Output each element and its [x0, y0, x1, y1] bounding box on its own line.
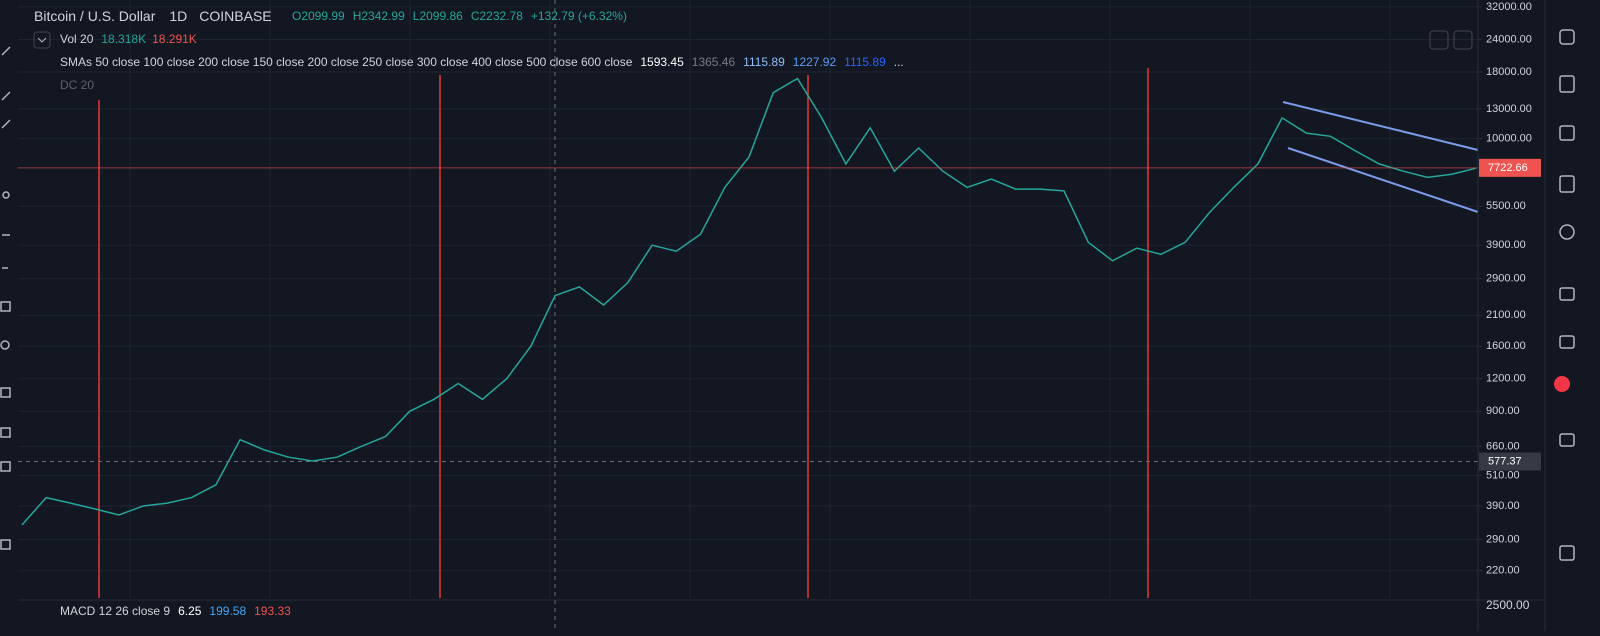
sma-label: SMAs 50 close 100 close 200 close 150 cl… — [60, 55, 633, 69]
macd-value: 6.25 — [178, 604, 202, 618]
grid — [18, 6, 1478, 572]
sma-value: 1227.92 — [793, 55, 837, 69]
volume-label: Vol 20 — [60, 32, 94, 46]
sma-value: 1593.45 — [640, 55, 684, 69]
y-tick-label: 5500.00 — [1486, 200, 1526, 212]
y-tick-label: 220.00 — [1486, 565, 1520, 577]
y-tick-label: 290.00 — [1486, 533, 1520, 545]
ohlc: O2099.99 H2342.99 L2099.86 C2232.78 +132.79 … — [292, 9, 627, 23]
dc-legend: DC 20 — [60, 78, 94, 92]
open: O2099.99 — [292, 9, 345, 23]
y-tick-label: 10000.00 — [1486, 132, 1532, 144]
last-price-tag — [1479, 158, 1541, 177]
collapse-icon — [37, 37, 47, 43]
y-tick-label: 2100.00 — [1486, 309, 1526, 321]
y-tick-label: 18000.00 — [1486, 66, 1532, 78]
vertical-grid — [129, 0, 1391, 598]
y-tick-label: 1200.00 — [1486, 373, 1526, 385]
macd-legend: MACD 12 26 close 9 6.25 199.58 193.33 — [60, 604, 291, 618]
macd-label: MACD 12 26 close 9 — [60, 604, 170, 618]
y-tick-label: 32000.00 — [1486, 1, 1532, 13]
settings-button[interactable] — [1453, 30, 1473, 50]
y-tick-label: 390.00 — [1486, 500, 1520, 512]
volume-legend: Vol 20 18.318K 18.291K — [60, 32, 197, 46]
change: +132.79 (+6.32%) — [531, 9, 627, 23]
left-toolbar — [0, 0, 18, 631]
price-line — [21, 77, 1477, 526]
volume-value: 18.318K — [101, 32, 146, 46]
download-button[interactable] — [1429, 30, 1449, 50]
crosshair-price-label: 577.37 — [1488, 455, 1522, 467]
trend-channel — [1282, 101, 1479, 213]
sma-value: 1115.89 — [743, 55, 785, 69]
sma-value: 1115.89 — [844, 55, 886, 69]
more[interactable]: ... — [894, 55, 904, 69]
low: L2099.86 — [413, 9, 463, 23]
halving-lines — [98, 68, 1149, 598]
price-axis — [1478, 0, 1544, 631]
notification-badge[interactable] — [1554, 376, 1570, 392]
high: H2342.99 — [353, 9, 405, 23]
y-tick-label: 1600.00 — [1486, 340, 1526, 352]
macd-axis-label: 2500.00 — [1486, 598, 1530, 612]
left-toolbar-icons[interactable] — [0, 46, 11, 550]
title: Bitcoin / U.S. Dollar — [34, 8, 156, 24]
macd-value: 193.33 — [254, 604, 291, 618]
axis-labels: 32000.00 24000.00 18000.00 13000.00 10000.00… — [1478, 1, 1541, 577]
y-tick-label: 2900.00 — [1486, 273, 1526, 285]
y-tick-label: 510.00 — [1486, 469, 1520, 481]
volume-ma: 18.291K — [152, 32, 197, 46]
toolbar-icons[interactable] — [1559, 29, 1575, 561]
last-price-label: 7722.66 — [1488, 162, 1528, 174]
plot — [18, 77, 1478, 526]
close: C2232.78 — [471, 9, 523, 23]
sma-value: 1365.46 — [692, 55, 736, 69]
macd-value: 199.58 — [209, 604, 246, 618]
crosshair-price-tag — [1479, 452, 1541, 471]
y-tick-label: 24000.00 — [1486, 33, 1532, 45]
sma-legend: SMAs 50 close 100 close 200 close 150 cl… — [60, 55, 904, 69]
y-tick-label: 660.00 — [1486, 440, 1520, 452]
collapse-button[interactable] — [33, 31, 51, 49]
y-tick-label: 900.00 — [1486, 405, 1520, 417]
y-tick-label: 13000.00 — [1486, 103, 1532, 115]
interval: 1D — [169, 8, 187, 24]
right-toolbar — [1545, 0, 1600, 631]
exchange: COINBASE — [199, 8, 271, 24]
symbol-title: Bitcoin / U.S. Dollar 1D COINBASE — [34, 8, 272, 24]
y-tick-label: 3900.00 — [1486, 239, 1526, 251]
